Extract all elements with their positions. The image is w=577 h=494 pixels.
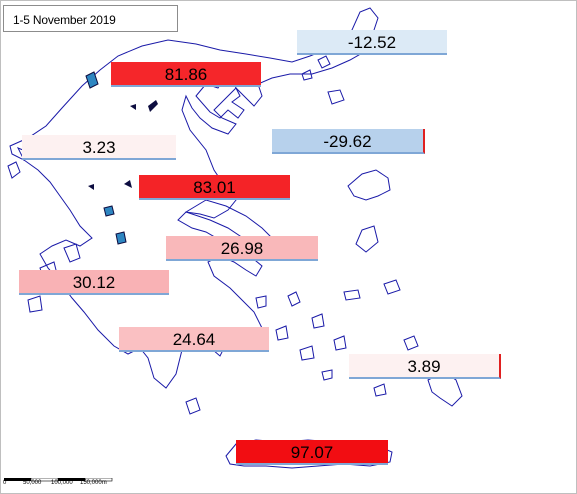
scale-label-0: 0 xyxy=(3,480,7,486)
scale-label-50000: 50,000 xyxy=(23,480,42,486)
region-label-crete: 97.07 xyxy=(236,440,388,465)
region-label-western-greece: 30.12 xyxy=(19,270,169,295)
region-label-east-macedonia-thrace: -12.52 xyxy=(297,30,447,55)
region-label-peloponnese: 24.64 xyxy=(119,327,269,352)
region-label-central-macedonia: 81.86 xyxy=(111,62,261,87)
region-label-western-macedonia: 3.23 xyxy=(22,135,176,160)
scale-label-150000m: 150,000m xyxy=(80,480,107,486)
region-label-north-aegean: -29.62 xyxy=(272,129,425,154)
lesvos-coast xyxy=(347,169,391,201)
chalkidiki-coast xyxy=(195,77,245,119)
region-label-south-aegean: 3.89 xyxy=(349,354,501,379)
lake-ioannina xyxy=(115,231,127,245)
region-label-central-greece: 26.98 xyxy=(166,236,318,261)
map-title: 1-5 November 2019 xyxy=(3,5,178,32)
mainland-coast xyxy=(9,7,379,389)
region-label-thessaly: 83.01 xyxy=(139,175,290,200)
scale-label-100000: 100,000 xyxy=(51,480,73,486)
lake-prespa xyxy=(85,71,99,89)
scale-bar xyxy=(4,478,113,482)
